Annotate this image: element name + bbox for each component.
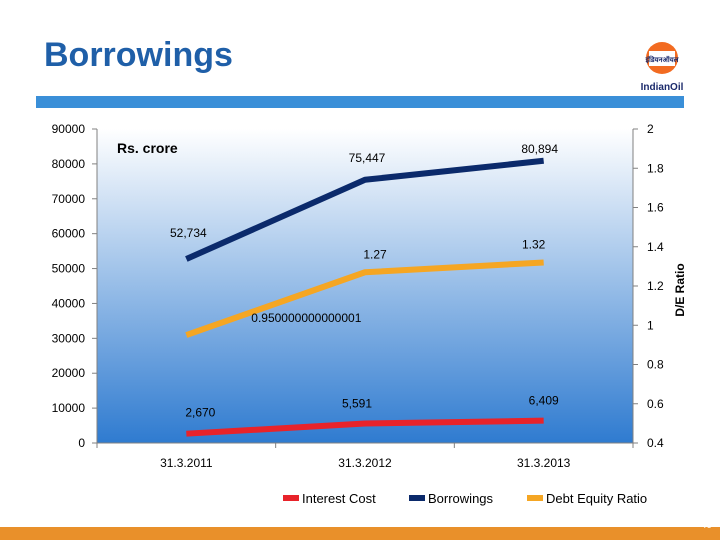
series-line <box>185 157 544 262</box>
x-tick-label: 31.3.2013 <box>517 456 571 470</box>
data-labels: 2,670 5,591 6,409 52,734 75,447 80,894 0.95000… <box>170 142 559 420</box>
svg-text:इंडियनऑयल: इंडियनऑयल <box>645 55 679 64</box>
data-label: 80,894 <box>521 142 558 156</box>
right-tick-label: 0.6 <box>647 397 664 411</box>
legend-swatch <box>527 495 543 501</box>
page-number: 40 <box>700 520 712 531</box>
right-tick-label: 1.2 <box>647 279 664 293</box>
legend-item-label: Interest Cost <box>302 491 376 506</box>
right-tick-label: 0.8 <box>647 358 664 372</box>
title-rule <box>36 96 684 108</box>
legend-swatch <box>409 495 425 501</box>
right-tick-label: 1.4 <box>647 240 664 254</box>
left-tick-label: 90000 <box>52 122 86 136</box>
svg-text:IndianOil: IndianOil <box>641 82 684 93</box>
data-label: 5,591 <box>342 396 372 410</box>
left-tick-label: 50000 <box>52 262 86 276</box>
data-label: 75,447 <box>349 151 386 165</box>
left-tick-label: 20000 <box>52 366 86 380</box>
right-axis-title: D/E Ratio <box>673 263 687 316</box>
legend-item-label: Debt Equity Ratio <box>546 491 647 506</box>
left-tick-label: 80000 <box>52 157 86 171</box>
x-axis: 31.3.2011 31.3.2012 31.3.2013 <box>96 442 634 470</box>
series-layer <box>185 157 544 437</box>
right-tick-label: 2 <box>647 122 654 136</box>
left-tick-label: 40000 <box>52 296 86 310</box>
right-tick-label: 1.6 <box>647 201 664 215</box>
data-label: 0.950000000000001 <box>251 311 361 325</box>
left-tick-label: 30000 <box>52 331 86 345</box>
legend-item-label: Borrowings <box>428 491 494 506</box>
unit-label: Rs. crore <box>117 140 178 156</box>
footer-bar <box>0 527 720 540</box>
right-tick-label: 1 <box>647 318 654 332</box>
left-tick-label: 10000 <box>52 401 86 415</box>
data-label: 52,734 <box>170 226 207 240</box>
right-axis: 2 1.8 1.6 1.4 1.2 1 0.8 0.6 0.4 <box>632 122 664 450</box>
series-line <box>185 259 544 338</box>
x-tick-label: 31.3.2011 <box>160 456 213 470</box>
data-label: 6,409 <box>529 394 559 408</box>
right-tick-label: 0.4 <box>647 436 664 450</box>
left-tick-label: 60000 <box>52 227 86 241</box>
data-label: 1.27 <box>363 247 387 261</box>
x-tick-label: 31.3.2012 <box>338 456 392 470</box>
right-tick-label: 1.8 <box>647 161 664 175</box>
left-tick-label: 0 <box>78 436 85 450</box>
indianoil-logo: इंडियनऑयल IndianOil <box>641 42 684 93</box>
slide-title: Borrowings <box>44 36 233 74</box>
series-line <box>186 417 544 437</box>
legend: Interest Cost Borrowings Debt Equity Ratio <box>283 491 647 506</box>
left-axis: 90000 80000 70000 60000 50000 40000 30000 20000… <box>52 122 98 450</box>
left-tick-label: 70000 <box>52 192 86 206</box>
data-label: 2,670 <box>185 406 215 420</box>
data-label: 1.32 <box>522 237 546 251</box>
legend-swatch <box>283 495 299 501</box>
